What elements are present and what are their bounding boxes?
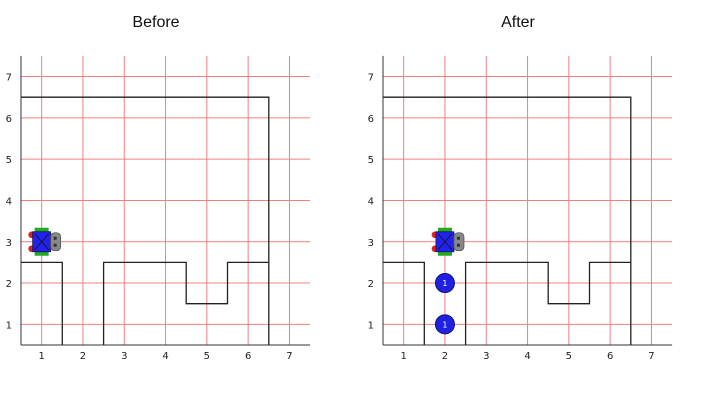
y-tick-label: 4 [6,196,12,207]
wall [383,261,425,345]
x-tick-label: 6 [607,351,613,362]
robot-track-bottom [34,251,49,256]
robot-body-mark [437,233,453,251]
robot-head [453,232,465,252]
y-tick-label: 7 [368,73,374,84]
robot-body-mark [34,233,49,251]
robot-eye [53,243,57,247]
robot-eye [456,243,460,247]
after-panel-title: After [501,14,535,31]
x-tick-label: 7 [286,351,292,362]
y-tick-label: 5 [6,155,12,166]
robot-track-top [437,227,452,232]
robot-eye [456,236,460,240]
x-tick-label: 4 [162,351,168,362]
before-panel-title: Before [132,14,180,31]
wall [21,261,63,345]
x-tick-label: 5 [204,351,210,362]
wall [464,261,631,345]
wall [383,96,632,345]
wall [21,96,270,345]
y-tick-label: 3 [6,238,12,249]
x-tick-label: 3 [483,351,489,362]
wall [102,261,269,345]
y-tick-label: 4 [368,196,374,207]
beeper-disc [434,314,455,335]
y-tick-label: 7 [6,73,12,84]
robot-eye [53,236,57,240]
beeper-count: 1 [442,320,447,329]
robot-head [50,232,62,252]
karel-robot [28,227,62,256]
x-tick-label: 5 [566,351,572,362]
x-tick-label: 1 [38,351,44,362]
x-tick-label: 4 [524,351,530,362]
x-tick-label: 6 [245,351,251,362]
x-tick-label: 2 [80,351,86,362]
beeper: 1 [434,273,455,294]
x-tick-label: 3 [121,351,127,362]
y-tick-label: 2 [6,279,12,290]
y-tick-label: 1 [368,320,374,331]
x-tick-label: 1 [400,351,406,362]
y-tick-label: 1 [6,320,12,331]
x-tick-label: 7 [648,351,654,362]
y-tick-label: 6 [368,114,374,125]
beeper-count: 1 [442,279,447,288]
beeper: 1 [434,314,455,335]
after-world: 1 2 3 4 5 6 7 1 2 3 4 5 6 7 1 1 [368,55,673,362]
x-tick-label: 2 [442,351,448,362]
robot-track-bottom [437,251,452,256]
y-tick-label: 5 [368,155,374,166]
before-world: 1 2 3 4 5 6 7 1 2 3 4 5 6 7 [6,55,311,362]
y-tick-label: 3 [368,238,374,249]
karel-robot [431,227,465,256]
y-tick-label: 6 [6,114,12,125]
robot-track-top [34,227,49,232]
beeper-disc [434,273,455,294]
y-tick-label: 2 [368,279,374,290]
